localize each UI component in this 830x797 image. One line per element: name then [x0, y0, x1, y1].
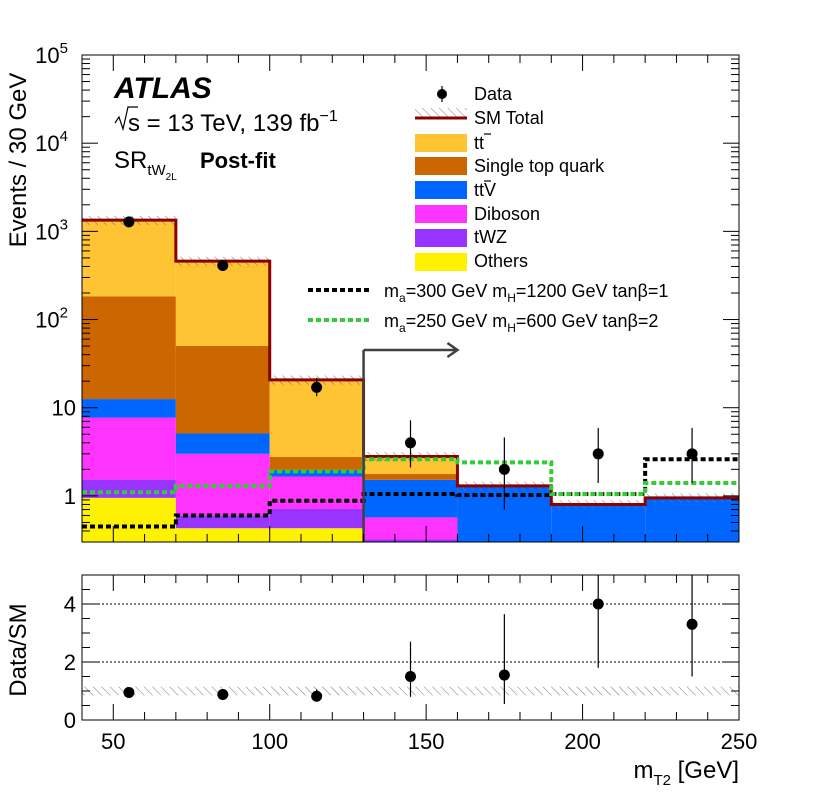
- bar-ttv-bin-5: [551, 504, 646, 542]
- bar-diboson-bin-3: [363, 517, 458, 540]
- bar-tt-bin-1: [175, 261, 270, 347]
- legend-twz: tWZ: [474, 227, 507, 247]
- legend-others-swatch: [415, 253, 467, 271]
- region-label: SRtW2L: [114, 147, 177, 183]
- bar-single-top-quark-bin-1: [175, 346, 270, 434]
- ratio-y-axis-label: Data/SM: [5, 603, 32, 696]
- x-tick-label: 50: [101, 729, 125, 754]
- bar-ttv-bin-3: [363, 479, 458, 518]
- legend-others: Others: [474, 251, 528, 271]
- bar-tt-bin-0: [82, 220, 176, 297]
- ratio-y-tick-label: 2: [64, 650, 76, 675]
- energy-label: s = 13 TeV, 139 fb−1: [114, 106, 338, 137]
- bar-ttv-bin-1: [175, 433, 270, 454]
- ratio-points: [123, 575, 698, 705]
- main-frame: [81, 54, 740, 543]
- ratio-point: [311, 690, 323, 702]
- legend-sm-hatch: [415, 108, 467, 118]
- ratio-point: [217, 688, 229, 700]
- bar-others-bin-0: [82, 497, 176, 542]
- bar-diboson-bin-2: [269, 476, 364, 510]
- data-point: [686, 448, 698, 460]
- bar-ttv-bin-6: [645, 498, 739, 542]
- ratio-point: [123, 686, 135, 698]
- y-tick-label: 105: [35, 40, 68, 68]
- legend-diboson: Diboson: [474, 204, 540, 224]
- ratio-y-tick-label: 4: [64, 592, 76, 617]
- bar-others-bin-1: [175, 528, 270, 542]
- fit-label: Post-fit: [200, 148, 276, 173]
- bar-ttv-bin-0: [82, 399, 176, 418]
- legend-single-top: Single top quark: [474, 156, 605, 176]
- svg-text:s = 13 TeV, 139 fb−1: s = 13 TeV, 139 fb−1: [128, 108, 338, 137]
- ratio-axis-ticks: 0 2 4 50 100 150 200 250: [64, 574, 758, 754]
- data-point: [498, 463, 510, 475]
- x-tick-label: 250: [721, 729, 758, 754]
- x-tick-label: 200: [564, 729, 601, 754]
- data-point: [592, 448, 604, 460]
- ratio-point: [686, 618, 698, 630]
- ratio-point: [405, 671, 416, 682]
- main-axis-ticks: [81, 54, 740, 543]
- bar-single-top-quark-bin-3: [363, 474, 458, 480]
- x-tick-label: 150: [408, 729, 445, 754]
- bar-single-top-quark-bin-2: [269, 457, 364, 471]
- y-tick-label: 10: [52, 396, 76, 421]
- y-tick-label: 104: [35, 128, 68, 156]
- y-tick-label: 102: [35, 305, 68, 333]
- sr-arrow-head: [446, 341, 460, 359]
- legend-ttv-swatch: [415, 181, 467, 199]
- legend-ttbar: tt: [474, 133, 484, 153]
- legend-data: Data: [474, 84, 513, 104]
- ratio-y-tick-label: 0: [64, 708, 76, 733]
- data-point: [311, 381, 323, 393]
- legend-sig1: ma=300 GeV mH=1200 GeV tanβ=1: [384, 281, 668, 305]
- signal-1-line: [82, 457, 739, 529]
- legend-ttv: ttV: [474, 180, 496, 200]
- legend-ttbar-swatch: [415, 134, 467, 152]
- signal-region-arrow: [362, 341, 460, 542]
- legend: Data SM Total tt Single top quark ttV Di…: [308, 84, 668, 335]
- legend-single-top-swatch: [415, 157, 467, 175]
- legend-diboson-swatch: [415, 205, 467, 223]
- bar-twz-bin-2: [269, 509, 364, 529]
- bar-diboson-bin-0: [82, 417, 176, 480]
- sqrt-icon: [114, 106, 138, 132]
- y-tick-label: 1: [64, 484, 76, 509]
- legend-sm-total: SM Total: [474, 108, 544, 128]
- data-point: [123, 216, 135, 228]
- bar-ttv-bin-2: [269, 470, 364, 477]
- ratio-panel: 0 2 4 50 100 150 200 250 Data/SM mT2 [GeV]: [5, 574, 758, 789]
- bar-twz-bin-3: [363, 539, 458, 542]
- x-axis-label: mT2 [GeV]: [633, 757, 739, 789]
- stacked-histogram: [82, 220, 739, 542]
- energy-exponent: −1: [320, 108, 338, 125]
- bar-others-bin-2: [269, 528, 364, 542]
- ratio-point: [498, 669, 510, 681]
- bar-single-top-quark-bin-0: [82, 296, 176, 400]
- energy-text: s = 13 TeV, 139 fb: [128, 110, 320, 137]
- atlas-label: ATLAS: [113, 72, 212, 105]
- main-y-tick-labels: 1 10 102 103 104 105: [35, 40, 76, 509]
- bar-twz-bin-0: [82, 479, 176, 498]
- y-tick-label: 103: [35, 216, 68, 244]
- main-y-axis-label: Events / 30 GeV: [5, 73, 32, 248]
- data-point: [217, 260, 229, 272]
- legend-twz-swatch: [415, 229, 467, 247]
- ratio-point: [592, 598, 604, 610]
- legend-sig2: ma=250 GeV mH=600 GeV tanβ=2: [384, 311, 658, 335]
- x-tick-label: 100: [251, 729, 288, 754]
- bar-twz-bin-1: [175, 515, 270, 529]
- data-point: [405, 437, 416, 449]
- main-panel: 1 10 102 103 104 105 Events / 30 GeV ATLAS s …: [5, 40, 740, 543]
- data-points: [123, 216, 698, 510]
